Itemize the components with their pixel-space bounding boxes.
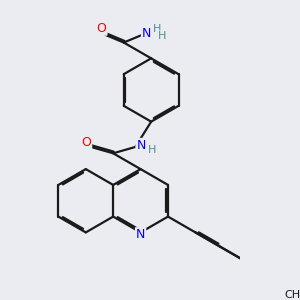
Text: N: N [136, 139, 146, 152]
Text: H: H [148, 145, 156, 155]
Text: H: H [158, 31, 166, 41]
Text: O: O [97, 22, 106, 35]
Text: O: O [81, 136, 91, 149]
Text: O: O [291, 289, 300, 300]
Text: N: N [142, 26, 151, 40]
Text: N: N [136, 228, 145, 241]
Text: H: H [153, 24, 161, 34]
Text: CH₃: CH₃ [284, 290, 300, 300]
